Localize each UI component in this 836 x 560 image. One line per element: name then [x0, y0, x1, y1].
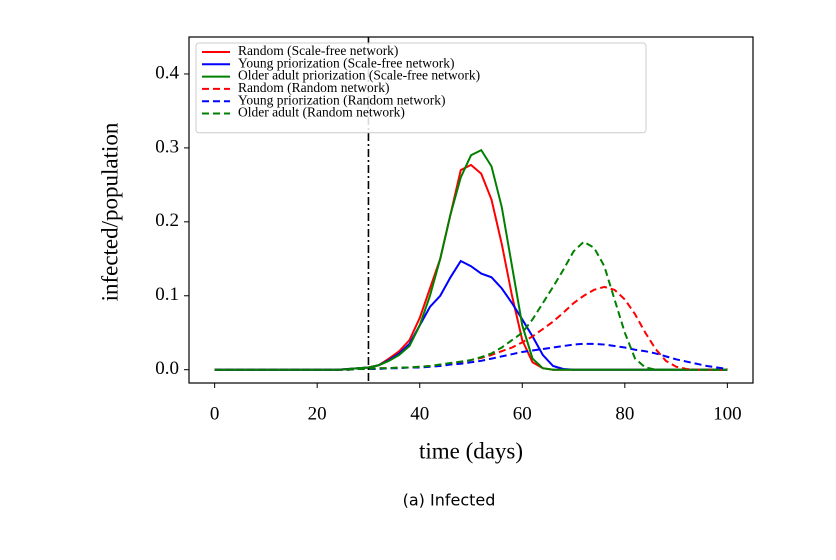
- x-tick-label: 80: [615, 403, 634, 424]
- legend-label: Random (Scale-free network): [238, 43, 398, 58]
- y-tick-label: 0.4: [155, 62, 179, 83]
- series-line: [214, 285, 728, 371]
- legend-label: Older adult priorization (Scale-free net…: [238, 68, 480, 83]
- caption: (a) Infected: [403, 491, 496, 510]
- series-line: [214, 342, 728, 371]
- series-line: [214, 240, 728, 371]
- series-line: [214, 148, 728, 371]
- legend-box: [195, 42, 647, 134]
- x-tick-label: 40: [410, 403, 429, 424]
- y-tick-label: 0.1: [155, 284, 179, 305]
- x-tick-label: 60: [513, 403, 532, 424]
- legend-label: Older adult (Random network): [238, 105, 405, 120]
- legend-label: Young priorization (Random network): [238, 92, 445, 107]
- legend-label: Young priorization (Scale-free network): [238, 55, 454, 70]
- x-tick-label: 0: [210, 403, 220, 424]
- y-axis-label: infected/population: [97, 122, 122, 301]
- y-tick-label: 0.3: [155, 136, 179, 157]
- x-tick-label: 100: [713, 403, 742, 424]
- plot-frame: [188, 36, 754, 384]
- y-tick-label: 0.2: [155, 210, 179, 231]
- legend-label: Random (Random network): [238, 80, 389, 95]
- series-line: [214, 259, 728, 371]
- x-axis-label: time (days): [419, 438, 523, 463]
- x-tick-label: 20: [308, 403, 327, 424]
- y-tick-label: 0.0: [155, 358, 179, 379]
